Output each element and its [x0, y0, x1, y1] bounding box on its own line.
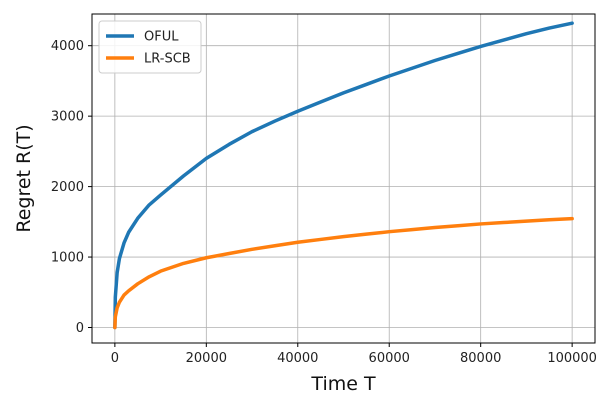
series-line-lr-scb: [113, 216, 574, 330]
legend: OFUL LR-SCB: [98, 20, 202, 74]
x-tick-label: 60000: [369, 351, 410, 366]
y-tick-label: 0: [76, 321, 84, 336]
grid: [92, 14, 595, 343]
y-tick-label: 4000: [51, 39, 84, 54]
legend-box: [98, 20, 202, 74]
x-tick-label: 0: [111, 351, 119, 366]
y-tick-label: 3000: [51, 110, 84, 125]
axis-ticks: 0 20000 40000 60000 80000 100000 0 1000 2000 3000…: [51, 39, 597, 366]
y-tick-label: 2000: [51, 180, 84, 195]
x-tick-label: 40000: [277, 351, 318, 366]
y-axis-label: Regret R(T): [13, 124, 35, 232]
x-axis-label: Time T: [310, 373, 376, 395]
plot-area-frame: [91, 13, 596, 344]
x-tick-label: 80000: [460, 351, 501, 366]
legend-label-oful: OFUL: [144, 30, 179, 45]
y-tick-label: 1000: [51, 251, 84, 266]
legend-label-lr-scb: LR-SCB: [144, 52, 191, 67]
series-line-oful: [113, 21, 574, 330]
x-tick-label: 100000: [547, 351, 597, 366]
series-lines: [113, 21, 574, 330]
x-tick-label: 20000: [186, 351, 227, 366]
